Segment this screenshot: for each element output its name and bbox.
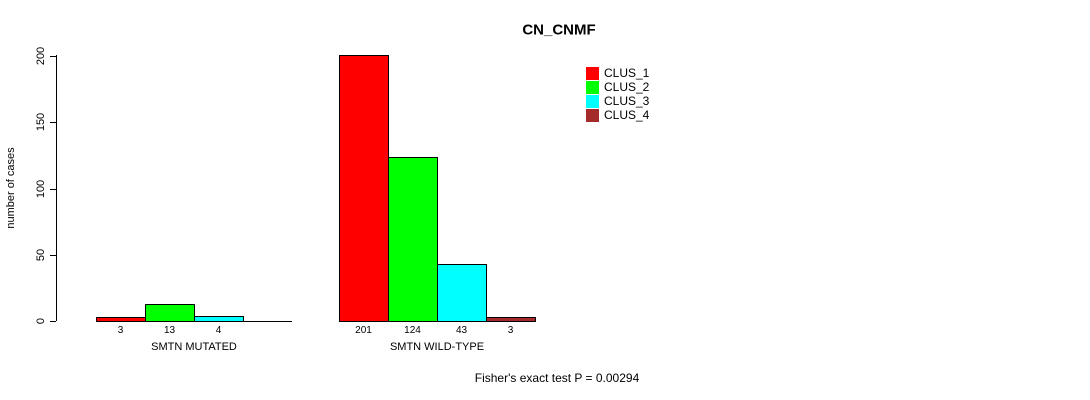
bar-clus_1-smtn-mutated: [96, 317, 146, 322]
y-tick-mark: [50, 56, 56, 57]
bar-value-label: 4: [215, 325, 222, 336]
legend-label: CLUS_4: [604, 108, 650, 122]
legend-row: CLUS_1: [586, 66, 649, 80]
legend-label: CLUS_2: [604, 80, 650, 94]
bar-clus_2-smtn-mutated: [145, 304, 195, 322]
y-tick-mark: [50, 122, 56, 123]
y-axis-line: [56, 55, 57, 321]
bar-clus_2-smtn-wild-type: [388, 157, 438, 322]
legend: CLUS_1 CLUS_2 CLUS_3 CLUS_4: [586, 66, 649, 122]
y-tick-label: 50: [35, 248, 47, 262]
bar-value-label: 13: [163, 325, 176, 336]
legend-row: CLUS_2: [586, 80, 649, 94]
y-axis-label: number of cases: [5, 147, 17, 229]
y-tick-label: 0: [35, 317, 47, 325]
bar-clus_4-smtn-wild-type: [486, 317, 536, 322]
group-label: SMTN WILD-TYPE: [389, 341, 485, 353]
legend-swatch-clus_2: [586, 80, 599, 94]
bar-clus_3-smtn-wild-type: [437, 264, 487, 322]
fisher-test-note: Fisher's exact test P = 0.00294: [474, 371, 640, 385]
legend-swatch-clus_4: [586, 108, 599, 122]
y-tick-mark: [50, 189, 56, 190]
legend-swatch-clus_3: [586, 94, 599, 108]
bar-value-label: 3: [507, 325, 514, 336]
legend-label: CLUS_3: [604, 94, 650, 108]
y-tick-label: 150: [35, 112, 47, 132]
y-tick-mark: [50, 321, 56, 322]
group-label: SMTN MUTATED: [151, 341, 237, 353]
bar-value-label: 124: [404, 325, 421, 336]
bar-value-label: 3: [117, 325, 124, 336]
bar-clus_3-smtn-mutated: [194, 316, 244, 322]
legend-row: CLUS_3: [586, 94, 649, 108]
bar-value-label: 43: [455, 325, 468, 336]
chart-title: CN_CNMF: [522, 21, 596, 39]
legend-swatch-clus_1: [586, 66, 599, 80]
legend-label: CLUS_1: [604, 66, 650, 80]
bar-value-label: 201: [355, 325, 372, 336]
bar-clus_1-smtn-wild-type: [339, 55, 389, 322]
y-tick-label: 200: [35, 46, 47, 66]
y-tick-mark: [50, 255, 56, 256]
legend-row: CLUS_4: [586, 108, 649, 122]
y-tick-label: 100: [35, 179, 47, 199]
